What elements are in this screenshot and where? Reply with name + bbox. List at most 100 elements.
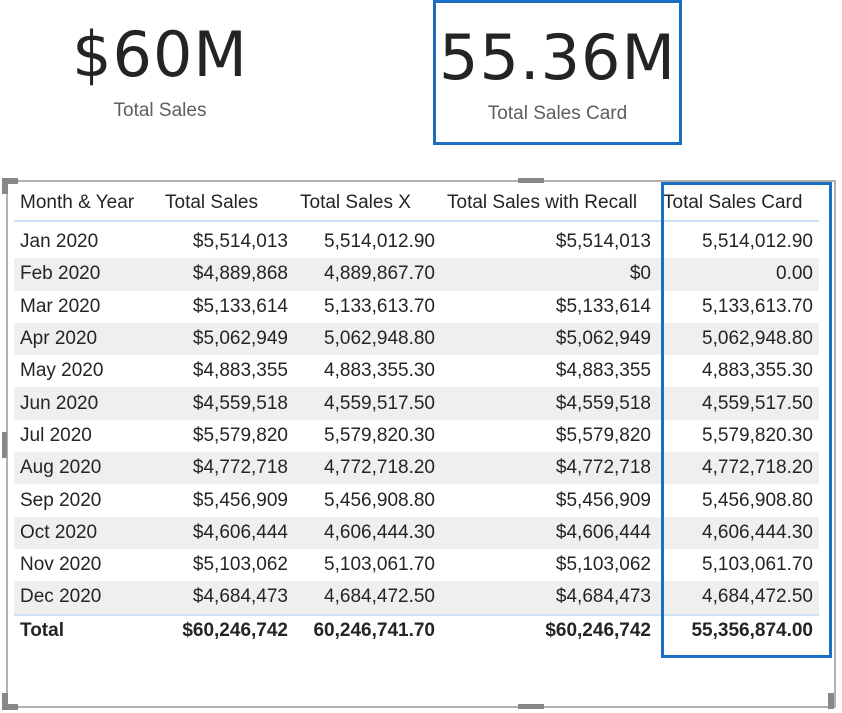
cell-total-sales-recall: $5,103,062 <box>555 554 651 576</box>
resize-handle-bottom[interactable] <box>518 704 544 709</box>
cell-total-sales-recall: $5,456,909 <box>555 489 651 511</box>
resize-handle-bottom-left[interactable] <box>2 704 18 710</box>
total-cell-total-sales-recall: $60,246,742 <box>441 613 657 646</box>
card-value: 55.36M <box>439 21 676 94</box>
cell-total-sales: $4,883,355 <box>192 360 288 382</box>
cell-total-sales-card: 5,103,061.70 <box>702 554 813 576</box>
table-row[interactable]: Mar 2020 $5,133,614 5,133,613.70 $5,133,614… <box>14 291 819 323</box>
cell-total-sales-recall: $5,133,614 <box>555 295 651 317</box>
cell-total-sales-x: 4,889,867.70 <box>294 258 441 291</box>
card-value: $60M <box>72 18 248 91</box>
cell-total-sales: $5,456,909 <box>192 489 288 511</box>
cell-month: Mar 2020 <box>20 295 101 317</box>
column-highlight-box <box>661 182 832 658</box>
total-cell-total-sales-x: 60,246,741.70 <box>294 613 441 646</box>
table-row[interactable]: Feb 2020 $4,889,868 4,889,867.70 $0 0.00 <box>14 258 819 291</box>
table-row[interactable]: Jul 2020 $5,579,820 5,579,820.30 $5,579,820… <box>14 420 819 452</box>
cell-month: Jun 2020 <box>14 387 159 420</box>
cell-total-sales-x: 5,579,820.30 <box>324 424 435 446</box>
cell-total-sales-x: 4,772,718.20 <box>294 452 441 485</box>
cell-month: Oct 2020 <box>14 516 159 549</box>
cell-total-sales-x: 4,559,517.50 <box>294 387 441 420</box>
table-row[interactable]: Jan 2020 $5,514,013 5,514,012.90 $5,514,013… <box>14 221 819 258</box>
cell-total-sales-card: 5,456,908.80 <box>702 489 813 511</box>
card-label: Total Sales <box>113 100 207 121</box>
table-row[interactable]: Dec 2020 $4,684,473 4,684,472.50 $4,684,473… <box>14 581 819 615</box>
cell-total-sales-recall: $4,559,518 <box>441 387 657 420</box>
total-cell-total-sales-card: 55,356,874.00 <box>657 613 819 646</box>
total-sales-card[interactable]: $60M Total Sales <box>60 24 260 122</box>
cell-total-sales-x: 5,456,908.80 <box>324 489 435 511</box>
table-row[interactable]: Jun 2020 $4,559,518 4,559,517.50 $4,559,518… <box>14 387 819 420</box>
cell-month: Aug 2020 <box>14 452 159 485</box>
cell-total-sales-card: 5,579,820.30 <box>702 424 813 446</box>
cell-total-sales-card: 5,514,012.90 <box>702 231 813 253</box>
column-header-total-sales-recall[interactable]: Total Sales with Recall <box>441 186 657 222</box>
cell-total-sales-x: 5,133,613.70 <box>324 295 435 317</box>
column-header-total-sales[interactable]: Total Sales <box>159 186 294 222</box>
table-row[interactable]: Apr 2020 $5,062,949 5,062,948.80 $5,062,949… <box>14 322 819 356</box>
cell-month: Sep 2020 <box>20 489 102 511</box>
cell-total-sales-recall: $4,772,718 <box>441 452 657 485</box>
resize-handle-top-left[interactable] <box>2 178 18 184</box>
cell-total-sales-card: 4,559,517.50 <box>657 387 819 420</box>
cell-total-sales: $4,772,718 <box>159 452 294 485</box>
cell-total-sales-recall: $4,684,473 <box>441 581 657 615</box>
resize-handle-bottom-left-vertical[interactable] <box>2 693 8 709</box>
cell-total-sales-card: 4,684,472.50 <box>657 581 819 615</box>
cell-month: Jul 2020 <box>20 424 92 446</box>
cell-total-sales-card: 0.00 <box>657 258 819 291</box>
sales-table: Month & Year Total Sales Total Sales X T… <box>14 186 819 646</box>
cell-total-sales: $4,559,518 <box>159 387 294 420</box>
table-visual-frame[interactable] <box>6 180 836 708</box>
cell-total-sales-card: 4,883,355.30 <box>702 360 813 382</box>
cell-total-sales-recall: $5,514,013 <box>555 231 651 253</box>
column-header-total-sales-x[interactable]: Total Sales X <box>294 186 441 222</box>
cell-month: Nov 2020 <box>20 554 102 576</box>
resize-handle-left[interactable] <box>2 432 7 458</box>
cell-total-sales-recall: $4,606,444 <box>441 516 657 549</box>
total-cell-total-sales: $60,246,742 <box>159 613 294 646</box>
cell-total-sales-x: 5,514,012.90 <box>324 231 435 253</box>
cell-total-sales: $4,606,444 <box>159 516 294 549</box>
cell-total-sales-recall: $0 <box>441 258 657 291</box>
total-sales-card-card[interactable]: 55.36M Total Sales Card <box>433 0 682 145</box>
cell-total-sales-recall: $5,062,949 <box>441 322 657 356</box>
cell-total-sales-x: 4,883,355.30 <box>324 360 435 382</box>
cell-total-sales-card: 5,062,948.80 <box>657 322 819 356</box>
cell-total-sales: $5,062,949 <box>159 322 294 356</box>
cell-month: Dec 2020 <box>14 581 159 615</box>
cell-total-sales-recall: $4,883,355 <box>555 360 651 382</box>
total-cell-month: Total <box>14 613 159 646</box>
cell-total-sales: $5,579,820 <box>192 424 288 446</box>
table-row[interactable]: Oct 2020 $4,606,444 4,606,444.30 $4,606,444… <box>14 516 819 549</box>
cell-month: Apr 2020 <box>14 322 159 356</box>
cell-total-sales-card: 5,133,613.70 <box>702 295 813 317</box>
cell-total-sales-card: 4,606,444.30 <box>657 516 819 549</box>
column-header-month[interactable]: Month & Year <box>14 186 159 222</box>
table-header-row: Month & Year Total Sales Total Sales X T… <box>14 186 819 222</box>
resize-handle-top-left-vertical[interactable] <box>2 178 8 194</box>
cell-month: Jan 2020 <box>20 231 99 253</box>
table-total-row: Total $60,246,742 60,246,741.70 $60,246,742… <box>14 613 819 646</box>
table-row[interactable]: Sep 2020 $5,456,909 5,456,908.80 $5,456,909… <box>14 484 819 516</box>
cell-total-sales: $5,514,013 <box>192 231 288 253</box>
table-row[interactable]: Aug 2020 $4,772,718 4,772,718.20 $4,772,718… <box>14 452 819 485</box>
resize-handle-bottom-right[interactable] <box>828 693 834 709</box>
resize-handle-top[interactable] <box>518 178 544 183</box>
cell-month: May 2020 <box>20 360 104 382</box>
table-row[interactable]: May 2020 $4,883,355 4,883,355.30 $4,883,355… <box>14 355 819 387</box>
cell-total-sales-card: 4,772,718.20 <box>657 452 819 485</box>
cell-total-sales: $4,889,868 <box>159 258 294 291</box>
cell-total-sales: $5,103,062 <box>192 554 288 576</box>
table-row[interactable]: Nov 2020 $5,103,062 5,103,061.70 $5,103,062… <box>14 549 819 581</box>
cell-total-sales-recall: $5,579,820 <box>555 424 651 446</box>
cell-total-sales: $5,133,614 <box>192 295 288 317</box>
cell-total-sales-x: 5,062,948.80 <box>294 322 441 356</box>
cell-total-sales-x: 5,103,061.70 <box>324 554 435 576</box>
cell-total-sales: $4,684,473 <box>159 581 294 615</box>
cell-month: Feb 2020 <box>14 258 159 291</box>
cell-total-sales-x: 4,606,444.30 <box>294 516 441 549</box>
column-header-total-sales-card[interactable]: Total Sales Card <box>657 186 819 222</box>
cell-total-sales-x: 4,684,472.50 <box>294 581 441 615</box>
